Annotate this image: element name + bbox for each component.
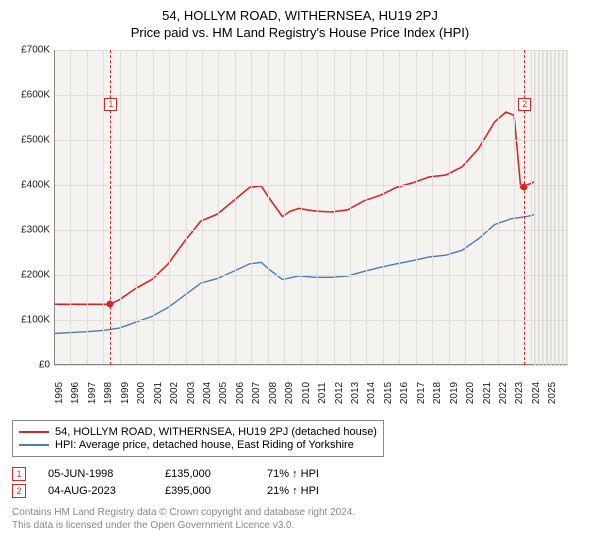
y-tick-label: £400K bbox=[21, 180, 50, 191]
legend-label: HPI: Average price, detached house, East… bbox=[55, 439, 354, 451]
sale-marker-box: 2 bbox=[518, 98, 531, 111]
y-tick-label: £300K bbox=[21, 225, 50, 236]
x-tick-label: 2015 bbox=[383, 382, 394, 404]
y-tick-label: £700K bbox=[21, 45, 50, 56]
x-tick-label: 1999 bbox=[120, 382, 131, 404]
chart-lines bbox=[54, 50, 568, 365]
legend: 54, HOLLYM ROAD, WITHERNSEA, HU19 2PJ (d… bbox=[12, 420, 384, 457]
sale-row: 1 05-JUN-1998 £135,000 71% ↑ HPI bbox=[12, 467, 588, 481]
y-tick-label: £500K bbox=[21, 135, 50, 146]
x-tick-label: 2023 bbox=[514, 382, 525, 404]
x-tick-label: 2000 bbox=[136, 382, 147, 404]
x-tick-label: 2002 bbox=[169, 382, 180, 404]
x-tick-label: 2020 bbox=[465, 382, 476, 404]
y-axis: £0£100K£200K£300K£400K£500K£600K£700K bbox=[12, 50, 54, 365]
sale-row: 2 04-AUG-2023 £395,000 21% ↑ HPI bbox=[12, 484, 588, 498]
plot-area: 12 bbox=[54, 50, 568, 365]
x-tick-label: 2001 bbox=[153, 382, 164, 404]
x-axis: 1995199619971998199920002001200220032004… bbox=[54, 365, 568, 390]
x-tick-label: 2009 bbox=[284, 382, 295, 404]
x-tick-label: 2017 bbox=[416, 382, 427, 404]
sale-index-box: 1 bbox=[12, 467, 26, 481]
title-address: 54, HOLLYM ROAD, WITHERNSEA, HU19 2PJ bbox=[12, 8, 588, 23]
legend-swatch bbox=[19, 444, 49, 446]
sale-index-box: 2 bbox=[12, 484, 26, 498]
x-tick-label: 1995 bbox=[54, 382, 65, 404]
x-tick-label: 2007 bbox=[251, 382, 262, 404]
sale-date: 05-JUN-1998 bbox=[48, 468, 143, 480]
chart-titles: 54, HOLLYM ROAD, WITHERNSEA, HU19 2PJ Pr… bbox=[12, 8, 588, 40]
x-tick-label: 2021 bbox=[482, 382, 493, 404]
x-tick-label: 2018 bbox=[432, 382, 443, 404]
future-region-hatch bbox=[534, 50, 568, 365]
sale-vs-hpi: 21% ↑ HPI bbox=[267, 485, 327, 497]
sales-table: 1 05-JUN-1998 £135,000 71% ↑ HPI 2 04-AUG-202… bbox=[12, 467, 588, 498]
x-tick-label: 2014 bbox=[366, 382, 377, 404]
x-tick-label: 2011 bbox=[317, 382, 328, 404]
legend-item: 54, HOLLYM ROAD, WITHERNSEA, HU19 2PJ (d… bbox=[19, 426, 377, 438]
x-tick-label: 2003 bbox=[186, 382, 197, 404]
x-tick-label: 2008 bbox=[268, 382, 279, 404]
sale-date: 04-AUG-2023 bbox=[48, 485, 143, 497]
footer-line2: This data is licensed under the Open Gov… bbox=[12, 519, 588, 532]
x-tick-label: 1997 bbox=[87, 382, 98, 404]
x-tick-label: 2004 bbox=[202, 382, 213, 404]
x-tick-label: 2010 bbox=[301, 382, 312, 404]
x-tick-label: 1996 bbox=[70, 382, 81, 404]
sale-marker-dot bbox=[521, 184, 528, 191]
legend-label: 54, HOLLYM ROAD, WITHERNSEA, HU19 2PJ (d… bbox=[55, 426, 377, 438]
legend-swatch bbox=[19, 431, 49, 433]
sale-price: £395,000 bbox=[165, 485, 245, 497]
x-tick-label: 2013 bbox=[350, 382, 361, 404]
sale-price: £135,000 bbox=[165, 468, 245, 480]
sale-marker-box: 1 bbox=[104, 98, 117, 111]
x-tick-label: 1998 bbox=[103, 382, 114, 404]
x-tick-label: 2019 bbox=[449, 382, 460, 404]
series-line-hpi bbox=[54, 214, 535, 333]
x-tick-label: 2016 bbox=[399, 382, 410, 404]
sale-marker-dot bbox=[107, 301, 114, 308]
y-tick-label: £600K bbox=[21, 90, 50, 101]
x-tick-label: 2005 bbox=[218, 382, 229, 404]
footer-line1: Contains HM Land Registry data © Crown c… bbox=[12, 506, 588, 519]
y-tick-label: £0 bbox=[39, 360, 50, 371]
x-tick-label: 2025 bbox=[547, 382, 558, 404]
x-tick-label: 2022 bbox=[498, 382, 509, 404]
footer-attribution: Contains HM Land Registry data © Crown c… bbox=[12, 506, 588, 532]
y-tick-label: £100K bbox=[21, 315, 50, 326]
x-tick-label: 2012 bbox=[334, 382, 345, 404]
x-tick-label: 2024 bbox=[531, 382, 542, 404]
legend-item: HPI: Average price, detached house, East… bbox=[19, 439, 377, 451]
sale-vs-hpi: 71% ↑ HPI bbox=[267, 468, 327, 480]
title-subtitle: Price paid vs. HM Land Registry's House … bbox=[12, 25, 588, 40]
y-tick-label: £200K bbox=[21, 270, 50, 281]
chart: £0£100K£200K£300K£400K£500K£600K£700K 12… bbox=[12, 50, 588, 390]
x-tick-label: 2006 bbox=[235, 382, 246, 404]
